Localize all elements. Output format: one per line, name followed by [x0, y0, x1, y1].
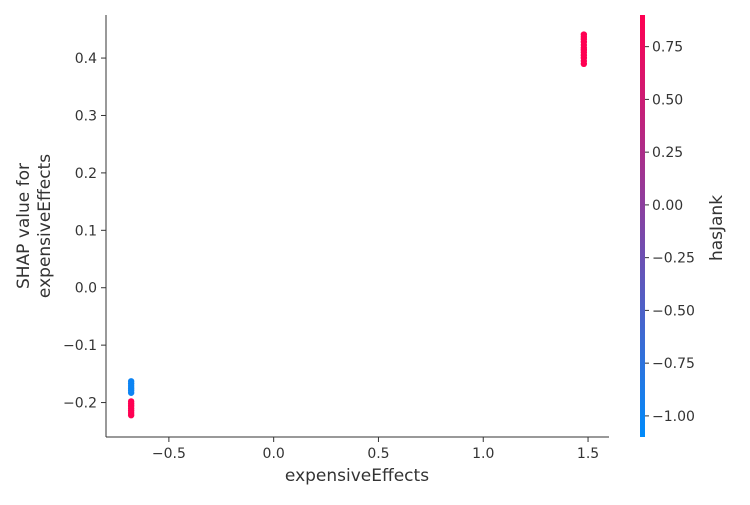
- y-tick-label: 0.0: [75, 281, 97, 297]
- colorbar-tick-label: −0.25: [652, 251, 695, 267]
- scatter-point: [127, 411, 135, 419]
- colorbar-label: hasJank: [707, 195, 727, 261]
- scatter-points: [127, 31, 588, 419]
- colorbar-tick-label: 0.75: [652, 40, 683, 56]
- x-tick-label: −0.5: [152, 446, 186, 462]
- y-tick-label: 0.3: [75, 108, 97, 124]
- y-tick-label: 0.1: [75, 223, 97, 239]
- y-tick-label: −0.2: [63, 396, 97, 412]
- colorbar-tick-label: −0.75: [652, 356, 695, 372]
- y-axis-label-line-1: SHAP value for: [14, 163, 34, 289]
- x-tick-label: 1.0: [472, 446, 494, 462]
- colorbar-tick-label: −0.50: [652, 303, 695, 319]
- y-axis-label: SHAP value for expensiveEffects: [14, 154, 55, 298]
- y-tick-label: 0.4: [75, 51, 97, 67]
- scatter-point: [127, 389, 135, 396]
- colorbar-tick-label: 0.25: [652, 145, 683, 161]
- y-tick-label: −0.1: [63, 338, 97, 354]
- x-tick-label: 0.5: [367, 446, 389, 462]
- x-tick-label: 0.0: [263, 446, 285, 462]
- y-axis-ticks: −0.2 −0.1 0.0 0.1 0.2 0.3 0.4: [63, 51, 106, 412]
- y-axis-label-line-2: expensiveEffects: [35, 154, 55, 298]
- y-tick-label: 0.2: [75, 166, 97, 182]
- scatter-point: [580, 31, 588, 38]
- x-axis-label: expensiveEffects: [285, 466, 429, 486]
- colorbar-tick-label: −1.00: [652, 409, 695, 425]
- x-tick-label: 1.5: [577, 446, 599, 462]
- colorbar: [640, 15, 645, 437]
- x-axis-ticks: −0.5 0.0 0.5 1.0 1.5: [152, 437, 599, 462]
- colorbar-ticks: −1.00 −0.75 −0.50 −0.25 0.00 0.25 0.50 0.75: [645, 40, 695, 425]
- colorbar-tick-label: 0.50: [652, 92, 683, 108]
- colorbar-tick-label: 0.00: [652, 198, 683, 214]
